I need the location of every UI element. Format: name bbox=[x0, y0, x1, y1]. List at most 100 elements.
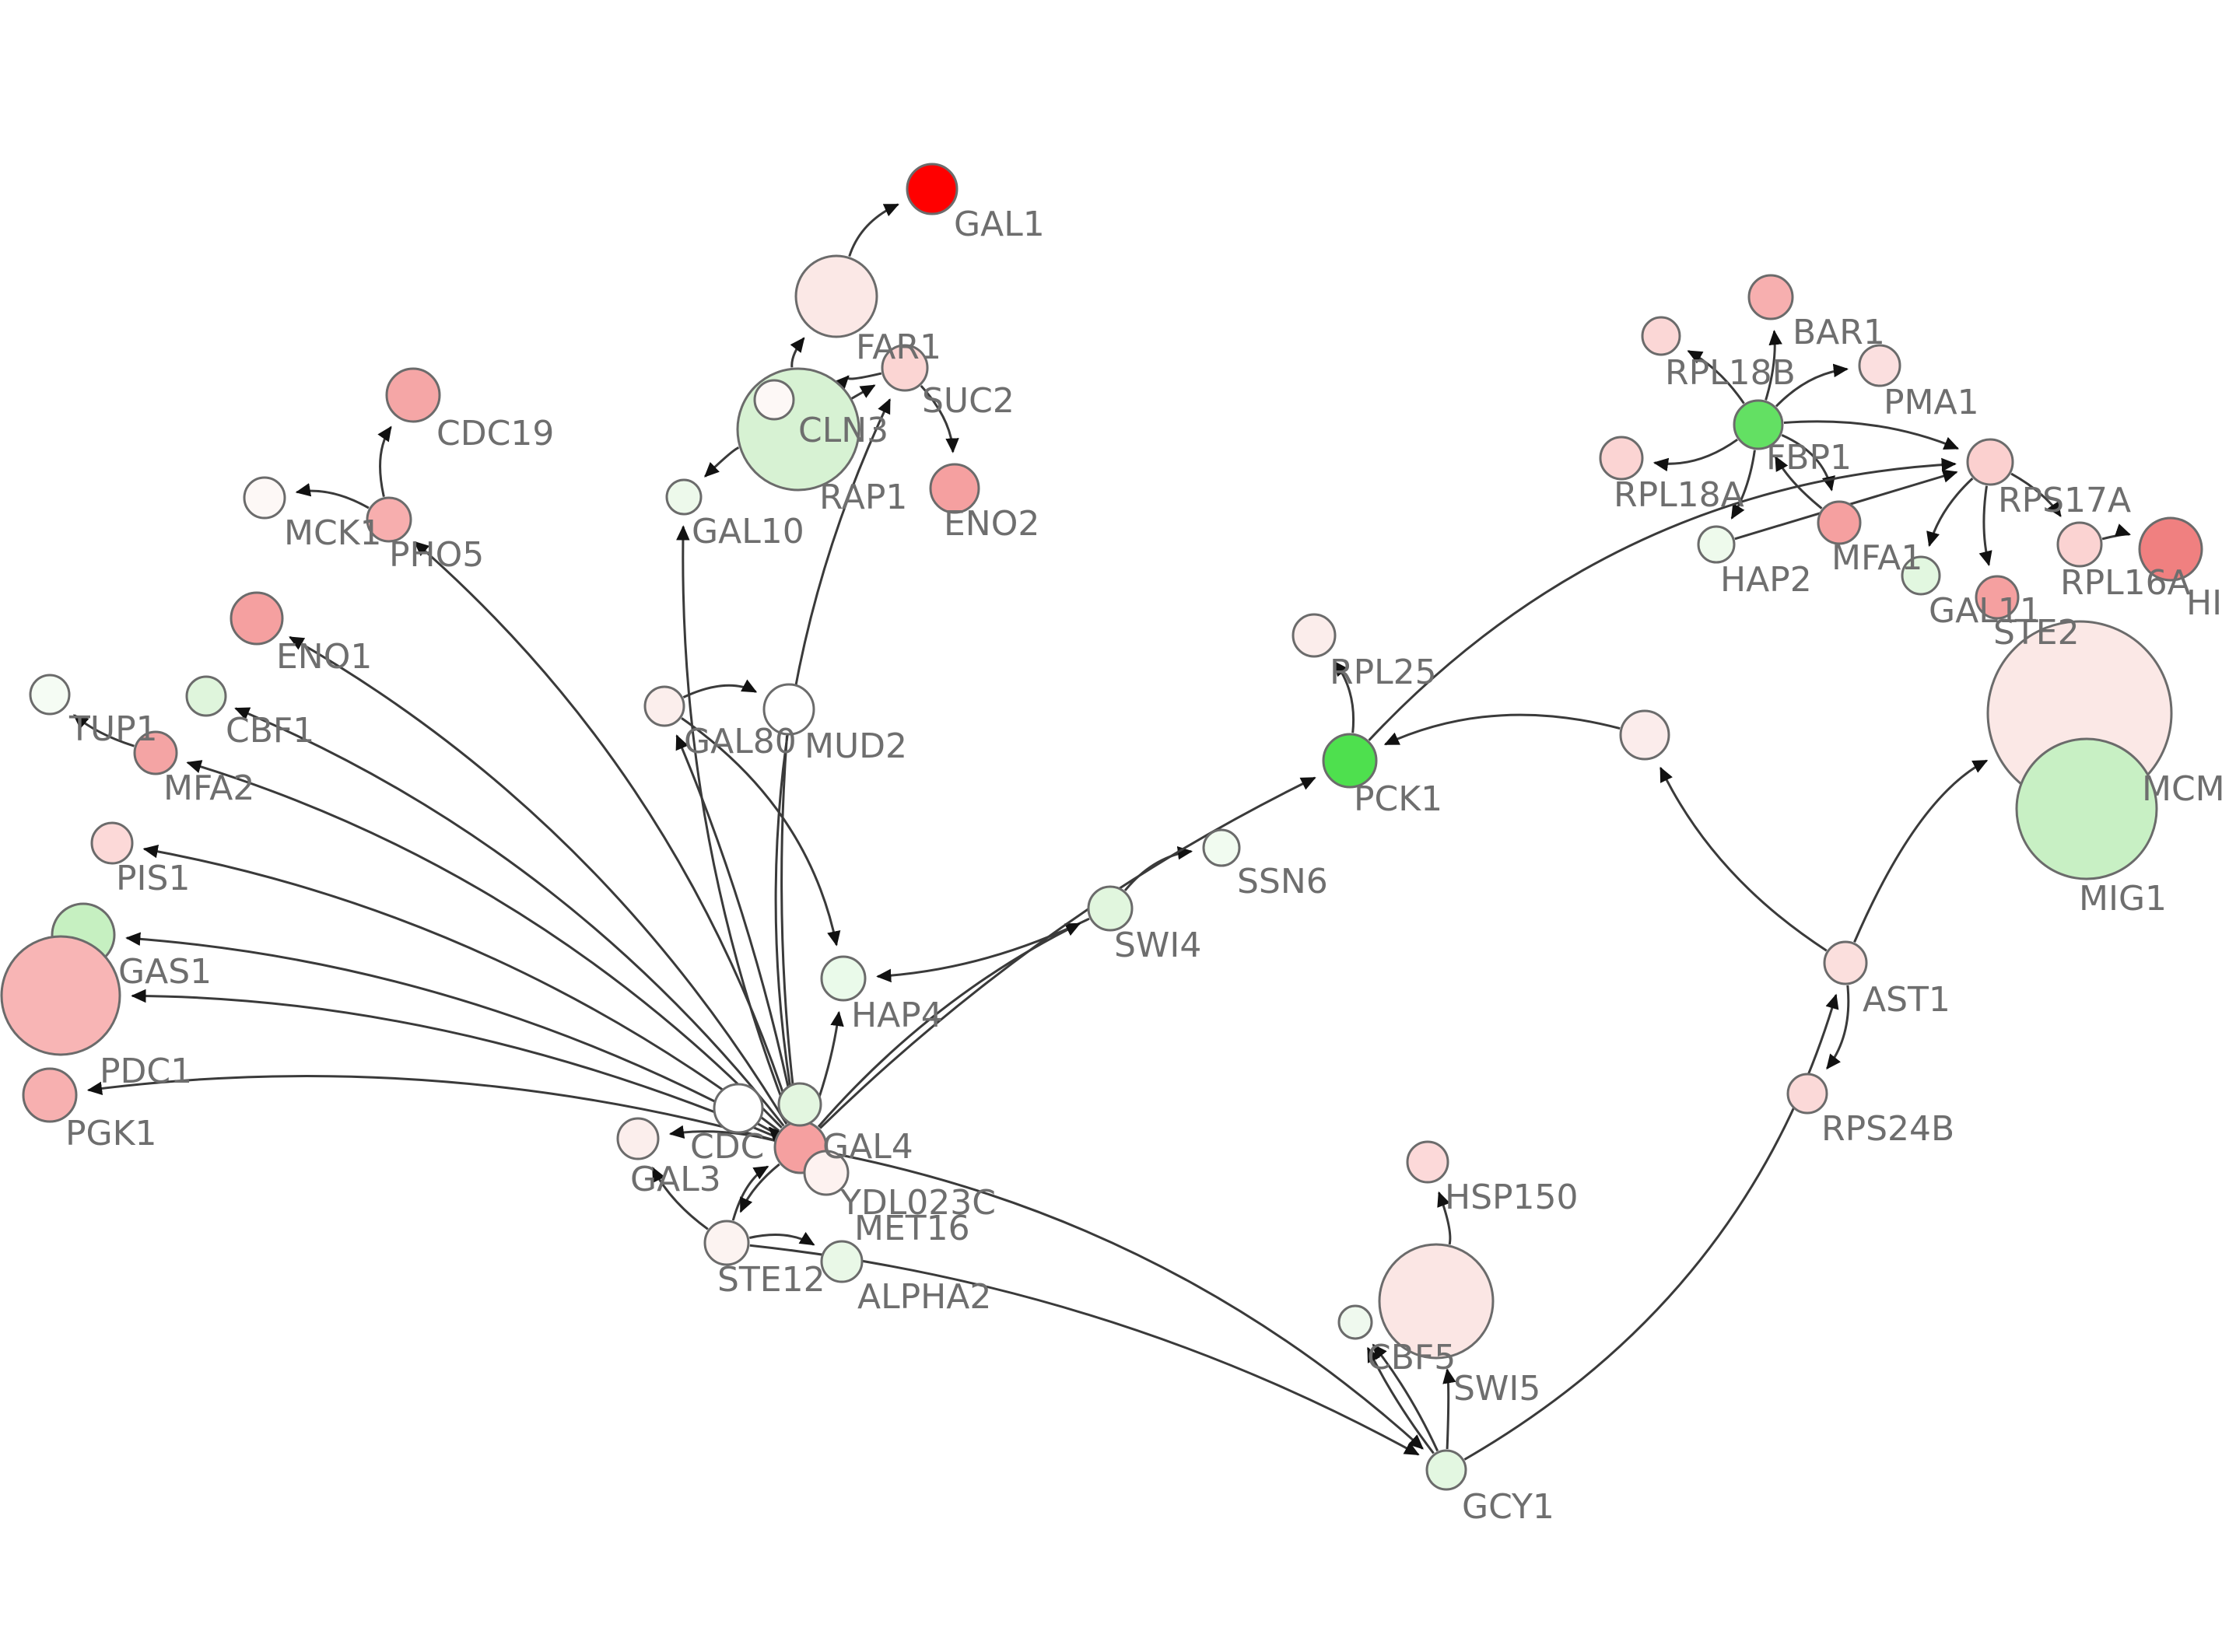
edge-gcy1-to-cbf5 bbox=[1372, 1343, 1439, 1452]
node-rpl18b[interactable] bbox=[1641, 316, 1681, 356]
edge-pho5-to-cdc19 bbox=[377, 425, 392, 498]
node-label-pdc1: PDC1 bbox=[100, 1052, 192, 1091]
node-pdc1[interactable] bbox=[0, 935, 121, 1056]
node-label-pis1: PIS1 bbox=[116, 859, 190, 898]
node-suc2[interactable] bbox=[881, 344, 929, 392]
node-tup1[interactable] bbox=[29, 674, 71, 716]
node-label-rps17a: RPS17A bbox=[1998, 481, 2131, 520]
node-label-gal10: GAL10 bbox=[692, 512, 804, 551]
edge-pck1-to-rpl25 bbox=[1334, 660, 1355, 733]
node-label-suc2: SUC2 bbox=[922, 381, 1015, 421]
node-pma1[interactable] bbox=[1858, 344, 1901, 387]
node-label-rpl25: RPL25 bbox=[1330, 653, 1437, 692]
edge-ste12-to-gal4 bbox=[731, 1165, 769, 1221]
node-label-mfa2: MFA2 bbox=[163, 768, 254, 808]
node-pis1[interactable] bbox=[90, 821, 134, 865]
node-cbf5[interactable] bbox=[1337, 1304, 1373, 1340]
node-gcy1[interactable] bbox=[1425, 1449, 1467, 1491]
node-label-met16: MET16 bbox=[854, 1209, 970, 1248]
node-label-eno2: ENO2 bbox=[944, 504, 1039, 544]
node-swi5[interactable] bbox=[1378, 1243, 1495, 1360]
node-label-cdc19: CDC19 bbox=[436, 414, 554, 453]
node-far1[interactable] bbox=[794, 254, 878, 338]
node-label-bar1: BAR1 bbox=[1793, 313, 1885, 352]
edge-gal80-to-mud2 bbox=[682, 679, 758, 698]
node-label-ste2: STE2 bbox=[1993, 613, 2080, 653]
node-label-pma1: PMA1 bbox=[1884, 383, 1979, 422]
node-cln3_inner[interactable] bbox=[753, 379, 795, 421]
node-rps24b[interactable] bbox=[1786, 1073, 1828, 1115]
edge-rps17a-to-gal11 bbox=[1926, 478, 1974, 548]
node-his4[interactable] bbox=[2138, 516, 2203, 582]
edge-gal4-to-pis1 bbox=[142, 845, 780, 1132]
node-pck1[interactable] bbox=[1322, 733, 1378, 789]
edge-cln3-to-gal10 bbox=[704, 446, 740, 478]
node-label-gal3: GAL3 bbox=[630, 1160, 721, 1199]
node-mck1[interactable] bbox=[243, 476, 286, 520]
node-alpha2[interactable] bbox=[820, 1240, 864, 1283]
node-label-rpl16a: RPL16A bbox=[2060, 563, 2191, 603]
node-hub_right[interactable] bbox=[1619, 709, 1670, 761]
node-mud2[interactable] bbox=[762, 683, 815, 736]
node-ast1[interactable] bbox=[1823, 940, 1868, 985]
node-label-swi5: SWI5 bbox=[1453, 1369, 1540, 1409]
node-gal80[interactable] bbox=[643, 685, 685, 727]
node-hap2[interactable] bbox=[1697, 525, 1736, 564]
node-ydl023c[interactable] bbox=[803, 1150, 850, 1196]
node-bar1[interactable] bbox=[1747, 274, 1794, 320]
edge-ast1-to-mcm1 bbox=[1853, 759, 1989, 943]
node-label-gal1: GAL1 bbox=[954, 205, 1045, 244]
node-eno2[interactable] bbox=[929, 463, 980, 514]
node-gal3[interactable] bbox=[616, 1117, 660, 1160]
edge-gal4-to-cdc bbox=[768, 1126, 784, 1143]
node-layer bbox=[0, 163, 2203, 1491]
edge-swi4-to-ssn6 bbox=[1123, 846, 1193, 891]
node-label-pck1: PCK1 bbox=[1354, 779, 1442, 819]
node-label-cdc: CDC bbox=[690, 1127, 764, 1167]
node-rpl18a[interactable] bbox=[1599, 436, 1644, 481]
node-rps17a[interactable] bbox=[1966, 438, 2014, 486]
edge-mfa2-to-tup1 bbox=[72, 714, 135, 747]
node-ssn6[interactable] bbox=[1202, 828, 1241, 867]
edge-cln3-to-suc2 bbox=[850, 384, 876, 400]
edge-fbp1-to-rpl18b bbox=[1687, 349, 1745, 404]
edge-gcy1-to-cbf5 bbox=[1366, 1346, 1435, 1454]
node-gal4_top[interactable] bbox=[777, 1082, 822, 1127]
node-rpl25[interactable] bbox=[1291, 613, 1337, 658]
node-gal10[interactable] bbox=[665, 478, 703, 516]
node-label-rps24b: RPS24B bbox=[1821, 1109, 1954, 1149]
edge-gal4-to-gcy1 bbox=[827, 1151, 1424, 1450]
edge-gal4-to-gas1 bbox=[125, 932, 778, 1136]
edge-layer bbox=[72, 203, 2131, 1461]
node-hsp150[interactable] bbox=[1406, 1140, 1449, 1184]
node-mfa1[interactable] bbox=[1817, 500, 1862, 545]
node-mig1[interactable] bbox=[2015, 737, 2158, 880]
node-label-mud2: MUD2 bbox=[804, 726, 907, 766]
node-pgk1[interactable] bbox=[22, 1067, 78, 1123]
edge-mfa1-to-fbp1 bbox=[1774, 455, 1823, 509]
node-label-gas1: GAS1 bbox=[118, 952, 212, 992]
node-gal11[interactable] bbox=[1901, 555, 1941, 596]
label-layer: GAL1FAR1SUC2ENO2CLN3RAP1GAL10CDC19PHO5MC… bbox=[65, 205, 2222, 1527]
node-label-hap2: HAP2 bbox=[1720, 560, 1812, 600]
edge-pck1-to-rps17a bbox=[1368, 457, 1957, 741]
node-eno1[interactable] bbox=[230, 591, 284, 646]
node-cdc19[interactable] bbox=[385, 367, 441, 423]
node-mfa2[interactable] bbox=[133, 730, 178, 775]
node-gal1[interactable] bbox=[906, 163, 959, 215]
node-cbf1[interactable] bbox=[185, 675, 227, 717]
node-swi4[interactable] bbox=[1087, 885, 1134, 932]
node-fbp1[interactable] bbox=[1733, 399, 1784, 450]
node-label-ste12: STE12 bbox=[717, 1260, 825, 1300]
edge-fbp1-to-rps17a bbox=[1783, 420, 1960, 450]
node-cdc[interactable] bbox=[713, 1083, 764, 1134]
node-rpl16a[interactable] bbox=[2056, 521, 2103, 568]
node-ste12[interactable] bbox=[703, 1220, 750, 1266]
edge-swi5-to-hsp150 bbox=[1437, 1191, 1452, 1245]
node-hap4[interactable] bbox=[820, 955, 867, 1002]
node-label-alpha2: ALPHA2 bbox=[857, 1277, 991, 1317]
node-ste2[interactable] bbox=[1975, 575, 2020, 620]
node-pho5[interactable] bbox=[366, 496, 412, 543]
